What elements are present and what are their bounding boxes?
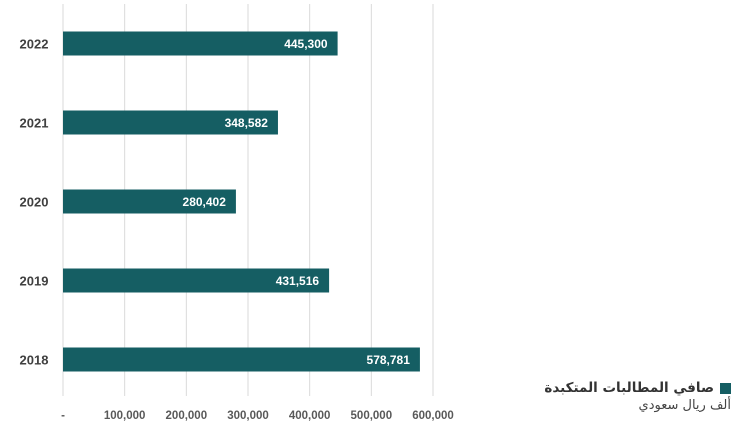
- x-tick-label: -: [61, 410, 65, 422]
- bar-value-label: 578,781: [367, 353, 411, 367]
- x-tick-label: 600,000: [412, 410, 454, 422]
- bar-value-label: 431,516: [276, 274, 320, 288]
- category-labels: 2022 2021 2020 2019 2018: [20, 37, 49, 368]
- bar: [63, 31, 338, 56]
- x-tick-label: 300,000: [227, 410, 269, 422]
- category-label: 2019: [20, 274, 49, 289]
- legend-swatch: [720, 382, 731, 394]
- category-label: 2020: [20, 195, 49, 210]
- bar: [63, 268, 330, 293]
- x-tick-label: 200,000: [166, 410, 208, 422]
- bars: [63, 31, 420, 372]
- legend: صافي المطالبات المتكبدة ألف ريال سعودي: [491, 380, 731, 413]
- x-tick-labels: - 100,000 200,000 300,000 400,000 500,000 600,…: [61, 410, 454, 422]
- x-tick-label: 500,000: [351, 410, 393, 422]
- legend-unit-label: ألف ريال سعودي: [638, 398, 731, 413]
- x-tick-label: 100,000: [104, 410, 146, 422]
- category-label: 2018: [20, 353, 49, 368]
- bar-value-label: 348,582: [225, 116, 269, 130]
- bar: [63, 110, 278, 135]
- x-tick-label: 400,000: [289, 410, 331, 422]
- bar: [63, 189, 236, 214]
- legend-entry: صافي المطالبات المتكبدة: [491, 380, 731, 396]
- legend-series-name: صافي المطالبات المتكبدة: [544, 380, 714, 396]
- bar-value-label: 280,402: [183, 195, 227, 209]
- bar-value-label: 445,300: [284, 37, 328, 51]
- bar-value-labels: 445,300 348,582 280,402 431,516 578,781: [183, 37, 411, 367]
- category-label: 2021: [20, 116, 49, 131]
- bar: [63, 347, 420, 372]
- category-label: 2022: [20, 37, 49, 52]
